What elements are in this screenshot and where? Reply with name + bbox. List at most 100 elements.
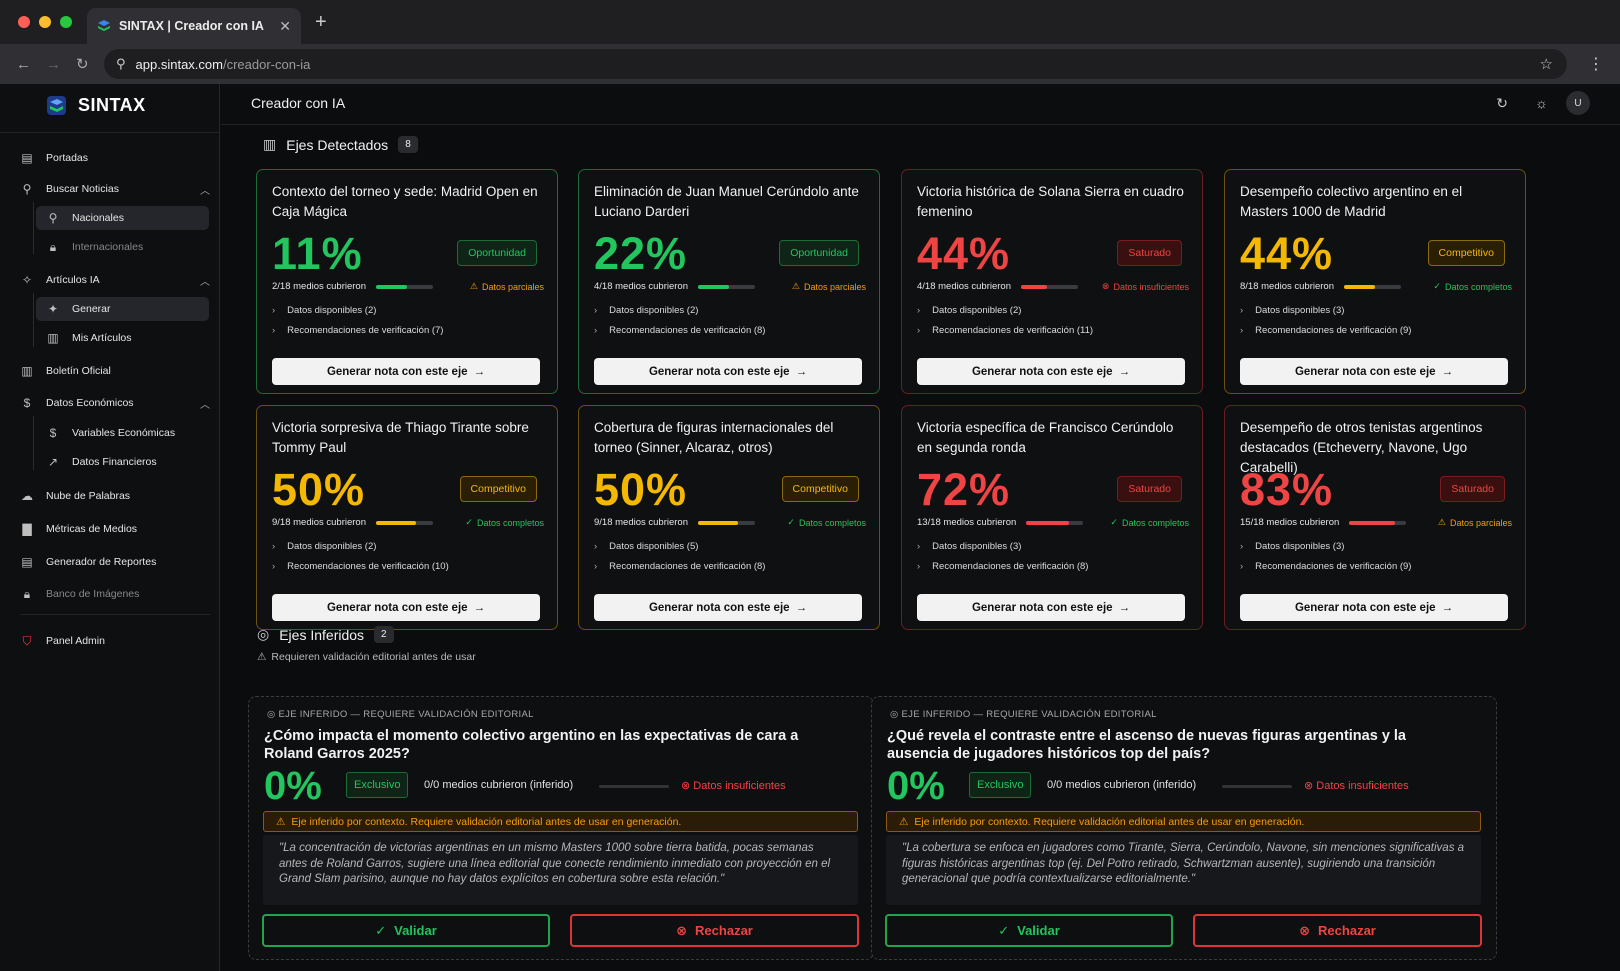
close-window-button[interactable] (18, 16, 30, 28)
forward-icon[interactable]: → (46, 55, 61, 73)
axis-title: Eliminación de Juan Manuel Cerúndolo ant… (594, 184, 859, 219)
bookmark-star-icon[interactable]: ☆ (1539, 56, 1553, 73)
generate-note-label: Generar nota con este eje (648, 365, 790, 378)
brand-logo[interactable]: SINTAX (45, 94, 146, 117)
arrow-right-icon: → (795, 365, 808, 378)
status-icon: ⚠ (469, 281, 478, 291)
recomendaciones-toggle[interactable]: › Recomendaciones de verificación (8) (594, 561, 765, 572)
recomendaciones-toggle[interactable]: › Recomendaciones de verificación (9) (1240, 325, 1411, 336)
data-status: ⚠ Datos parciales (1438, 517, 1512, 528)
browser-tab[interactable]: SINTAX | Creador con IA ✕ (87, 8, 301, 44)
datos-disponibles-toggle[interactable]: › Datos disponibles (2) (272, 305, 376, 316)
generate-note-button[interactable]: Generar nota con este eje → (594, 594, 862, 621)
sidebar-item-nacionales[interactable]: ⚲ Nacionales (36, 206, 209, 230)
recomendaciones-toggle[interactable]: › Recomendaciones de verificación (8) (594, 325, 765, 336)
sidebar-item-panel-admin[interactable]: ⛉ Panel Admin (20, 629, 210, 653)
coverage-bar-fill (1026, 520, 1070, 525)
recomendaciones-label: Recomendaciones de verificación (9) (1255, 561, 1412, 572)
sidebar-item-metricas-de-medios[interactable]: ▇ Métricas de Medios (20, 517, 210, 541)
back-icon[interactable]: ← (16, 55, 31, 73)
sidebar-item-boletin-oficial[interactable]: ▥ Boletín Oficial (20, 359, 210, 383)
cloud-icon: ☁︎ (21, 489, 33, 503)
refresh-icon[interactable]: ↻ (1496, 95, 1508, 111)
generate-note-button[interactable]: Generar nota con este eje → (272, 358, 540, 385)
sidebar-item-datos-economicos[interactable]: $ Datos Económicos ︿ (20, 391, 210, 415)
sidebar-item-banco-de-imagenes[interactable]: 🔒︎ Banco de Imágenes (20, 582, 210, 606)
minimize-window-button[interactable] (39, 16, 51, 28)
generate-note-button[interactable]: Generar nota con este eje → (272, 594, 540, 621)
axis-title: Victoria histórica de Solana Sierra en c… (917, 184, 1184, 219)
coverage-text: 8/18 medios cubrieron (1240, 281, 1334, 292)
close-tab-icon[interactable]: ✕ (279, 17, 291, 34)
data-status: ✓ Datos completos (465, 517, 544, 528)
file-report-icon: ▤ (21, 555, 33, 569)
inferred-label: ◎ EJE INFERIDO — REQUIERE VALIDACIÓN EDI… (267, 709, 534, 720)
sidebar-item-buscar-noticias[interactable]: ⚲ Buscar Noticias ︿ (20, 177, 210, 201)
chevron-right-icon: › (917, 561, 921, 572)
sidebar-item-datos-financieros[interactable]: ↗ Datos Financieros (36, 450, 209, 474)
status-label: Datos completos (798, 517, 866, 528)
sidebar-item-mis-articulos[interactable]: ▥ Mis Artículos (36, 326, 209, 350)
generate-note-button[interactable]: Generar nota con este eje → (594, 358, 862, 385)
datos-disponibles-toggle[interactable]: › Datos disponibles (2) (917, 305, 1021, 316)
sidebar-item-variables-economicas[interactable]: $ Variables Económicas (36, 421, 209, 445)
recomendaciones-toggle[interactable]: › Recomendaciones de verificación (10) (272, 561, 449, 572)
reject-button[interactable]: ⊗ Rechazar (570, 914, 859, 947)
recomendaciones-toggle[interactable]: › Recomendaciones de verificación (7) (272, 325, 443, 336)
recomendaciones-label: Recomendaciones de verificación (9) (1255, 325, 1412, 336)
datos-disponibles-toggle[interactable]: › Datos disponibles (2) (594, 305, 698, 316)
sidebar-item-generar[interactable]: ✦ Generar (36, 297, 209, 321)
inferred-percentage: 0% (264, 764, 322, 808)
sidebar-item-portadas[interactable]: ▤ Portadas (20, 146, 210, 170)
chevron-right-icon: › (272, 541, 276, 552)
sidebar-item-generador-de-reportes[interactable]: ▤ Generador de Reportes (20, 550, 210, 574)
coverage-row: 13/18 medios cubrieron ✓ Datos completos (917, 517, 1189, 528)
sidebar: SINTAX ▤ Portadas ⚲ Buscar Noticias ︿ ⚲ Naci… (0, 84, 220, 971)
generate-note-label: Generar nota con este eje (326, 601, 468, 614)
datos-disponibles-toggle[interactable]: › Datos disponibles (3) (1240, 305, 1344, 316)
axis-percentage: 72% (917, 464, 1011, 515)
warning-text: Eje inferido por contexto. Requiere vali… (914, 815, 1305, 828)
generate-note-button[interactable]: Generar nota con este eje → (1240, 594, 1508, 621)
generate-note-label: Generar nota con este eje (1294, 365, 1436, 378)
reject-button[interactable]: ⊗ Rechazar (1193, 914, 1482, 947)
document-icon: ▥ (21, 364, 33, 378)
validate-button[interactable]: ✓ Validar (885, 914, 1173, 947)
recomendaciones-toggle[interactable]: › Recomendaciones de verificación (9) (1240, 561, 1411, 572)
validate-label: Validar (394, 923, 437, 938)
datos-disponibles-toggle[interactable]: › Datos disponibles (3) (1240, 541, 1344, 552)
chevron-right-icon: › (1240, 325, 1244, 336)
recomendaciones-toggle[interactable]: › Recomendaciones de verificación (11) (917, 325, 1093, 336)
coverage-text: 9/18 medios cubrieron (594, 517, 688, 528)
chevron-right-icon: › (917, 325, 921, 336)
datos-disponibles-label: Datos disponibles (3) (1255, 541, 1345, 552)
avatar[interactable]: U (1566, 91, 1590, 115)
generate-note-button[interactable]: Generar nota con este eje → (917, 594, 1185, 621)
sun-icon[interactable]: ☼ (1535, 95, 1548, 111)
generate-note-button[interactable]: Generar nota con este eje → (917, 358, 1185, 385)
generate-note-button[interactable]: Generar nota con este eje → (1240, 358, 1508, 385)
sidebar-item-articulos-ia[interactable]: ✧ Artículos IA ︿ (20, 268, 210, 292)
validate-button[interactable]: ✓ Validar (262, 914, 550, 947)
browser-menu-icon[interactable]: ⋮ (1588, 56, 1604, 73)
status-label: Datos parciales (481, 281, 544, 292)
reload-icon[interactable]: ↻ (76, 56, 89, 73)
sidebar-item-internacionales[interactable]: 🔒︎ Internacionales (36, 235, 209, 259)
new-tab-icon[interactable]: + (315, 11, 327, 33)
datos-disponibles-toggle[interactable]: › Datos disponibles (3) (917, 541, 1021, 552)
chevron-right-icon: › (917, 305, 921, 316)
recomendaciones-toggle[interactable]: › Recomendaciones de verificación (8) (917, 561, 1088, 572)
inferred-axis-card: ◎ EJE INFERIDO — REQUIERE VALIDACIÓN EDI… (248, 696, 874, 960)
datos-disponibles-toggle[interactable]: › Datos disponibles (2) (272, 541, 376, 552)
status-label: Datos completos (1444, 281, 1512, 292)
datos-disponibles-label: Datos disponibles (2) (287, 305, 377, 316)
maximize-window-button[interactable] (60, 16, 72, 28)
url-field[interactable]: ⚲ app.sintax.com/creador-con-ia ☆ (104, 49, 1567, 79)
sidebar-item-label: Banco de Imágenes (46, 588, 140, 600)
window-controls (18, 16, 72, 28)
data-status: ✓ Datos completos (787, 517, 866, 528)
axis-status-badge: Oportunidad (779, 240, 859, 266)
axis-percentage: 44% (917, 228, 1011, 279)
datos-disponibles-toggle[interactable]: › Datos disponibles (5) (594, 541, 698, 552)
sidebar-item-nube-de-palabras[interactable]: ☁︎ Nube de Palabras (20, 484, 210, 508)
